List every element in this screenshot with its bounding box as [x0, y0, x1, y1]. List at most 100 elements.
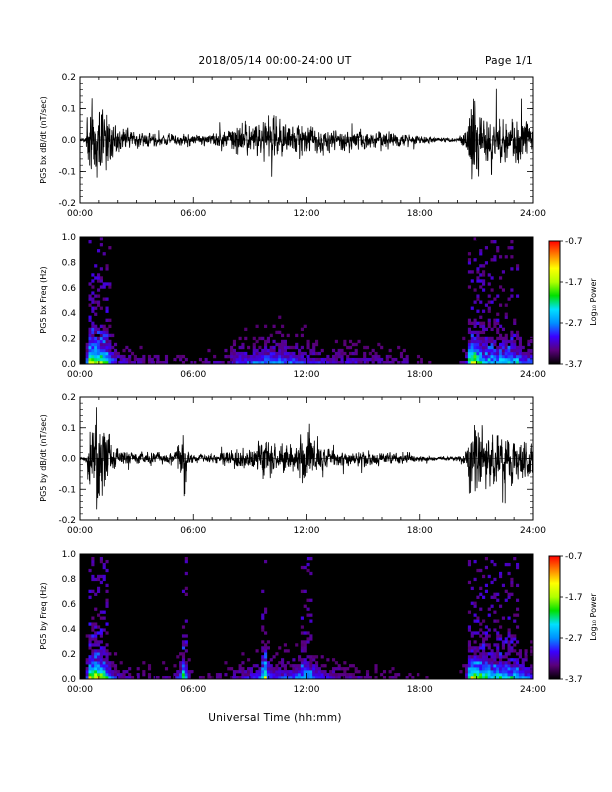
by-spectrogram-cell	[501, 676, 505, 680]
by-spectrogram-cell	[465, 664, 469, 668]
bx-spectrogram-cell	[470, 333, 474, 338]
bx-spectrogram-cell	[128, 348, 132, 353]
by-spectrogram-cell	[94, 661, 98, 665]
by-spectrogram-cell	[507, 634, 511, 638]
by-spectrogram-cell	[470, 601, 474, 605]
by-spectrogram-cell	[309, 661, 313, 665]
by-spectrogram-cell	[303, 658, 307, 662]
bx-spectrogram-cell	[247, 345, 251, 350]
colorbar-tick-label: -2.7	[565, 634, 583, 644]
by-spectrogram-cell	[501, 646, 505, 650]
bx-spectrogram-cell	[496, 330, 500, 335]
by-spectrogram-cell	[91, 652, 95, 656]
bx-spectrogram-cell	[487, 309, 491, 313]
by-spectrogram-cell	[94, 625, 98, 629]
bx-spectrogram-cell	[108, 324, 112, 329]
by-spectrogram-cell	[479, 652, 483, 656]
bx-spectrogram-cell	[476, 357, 480, 362]
bx-spectrogram-cell	[184, 357, 188, 362]
bx-spectrogram-cell	[289, 351, 293, 356]
by-spectrogram-cell	[490, 559, 494, 564]
bx-spectrogram-cell	[482, 330, 486, 335]
by-spectrogram-cell	[507, 667, 511, 671]
by-spectrogram-cell	[300, 667, 304, 671]
bx-spectrogram-cell	[490, 276, 494, 280]
bx-spectrogram-cell	[125, 345, 129, 350]
bx-spectrogram-cell	[513, 357, 517, 362]
bx-spectrogram-cell	[85, 360, 89, 365]
by-spectrogram-cell	[513, 613, 517, 617]
bx-spectrogram-cell	[102, 357, 106, 362]
by-spectrogram-cell	[473, 649, 477, 653]
by-spectrogram-cell	[162, 676, 166, 680]
bx-spectrogram-cell	[516, 267, 520, 271]
colorbar-by-label: Log₁₀ Power	[589, 593, 598, 641]
by-spectrogram-cell	[244, 670, 248, 674]
bx-spectrogram-cell	[286, 351, 290, 356]
bx-spectrogram-cell	[309, 348, 313, 353]
by-spectrogram-cell	[88, 673, 92, 677]
by-spectrogram-cell	[266, 670, 270, 674]
by-spectrogram-cell	[295, 664, 299, 668]
by-spectrogram-cell	[99, 556, 103, 561]
by-spectrogram-cell	[238, 664, 242, 668]
bx-spectrogram-cell	[510, 255, 514, 259]
by-spectrogram-cell	[181, 658, 186, 662]
page-label: Page 1/1	[485, 55, 533, 67]
bx-spectrogram-cell	[255, 339, 259, 344]
bx-spectrogram-cell	[501, 336, 505, 341]
by-spectrogram-cell	[119, 661, 123, 665]
by-spectrogram-cell	[388, 676, 392, 680]
by-spectrogram-cell	[241, 667, 245, 671]
by-spectrogram-cell	[102, 565, 106, 570]
by-spectrogram-cell	[264, 664, 268, 668]
by-spectrogram-cell	[266, 646, 270, 650]
by-spectrogram-cell	[314, 676, 319, 680]
bx-spectrogram-cell	[88, 282, 92, 286]
bx-spectrogram-cell	[530, 357, 534, 362]
by-spectrogram-cell	[487, 652, 491, 656]
bx-spectrogram-cell	[320, 348, 324, 353]
by-spectrogram-cell	[343, 670, 347, 674]
bx-spectrogram-cell	[416, 360, 421, 365]
by-spectrogram-cell	[516, 613, 520, 617]
by-spectrogram-cell	[513, 676, 517, 680]
bx-spectrogram-cell	[258, 354, 262, 359]
by-spectrogram-cell	[482, 676, 486, 680]
by-spectrogram-cell	[99, 658, 103, 662]
bx-spectrogram-x-tick-label: 18:00	[407, 370, 433, 380]
by-spectrogram-cell	[142, 670, 146, 674]
bx-spectrogram-cell	[479, 357, 483, 362]
bx-spectrogram-cell	[493, 240, 497, 244]
bx-spectrogram-cell	[473, 351, 477, 356]
bx-spectrogram-cell	[504, 345, 508, 350]
bx-spectrogram-cell	[518, 348, 522, 353]
by-spectrogram-cell	[241, 652, 245, 656]
bx-spectrogram-cell	[289, 357, 293, 362]
bx-spectrogram-cell	[374, 357, 378, 362]
by-spectrogram-cell	[264, 673, 268, 677]
bx-spectrogram-cell	[181, 360, 186, 365]
by-spectrogram-cell	[490, 649, 494, 653]
bx-spectrogram-cell	[91, 306, 95, 310]
bx-spectrogram-cell	[99, 357, 103, 362]
bx-spectrogram-cell	[88, 330, 92, 335]
by-spectrogram-cell	[510, 646, 514, 650]
bx-spectrogram-cell	[473, 348, 477, 353]
by-spectrogram-cell	[521, 658, 525, 662]
bx-spectrogram-cell	[88, 327, 92, 332]
bx-spectrogram-cell	[527, 360, 531, 365]
by-spectrogram-cell	[91, 562, 95, 567]
by-spectrogram-cell	[128, 667, 132, 671]
by-spectrogram-cell	[181, 640, 186, 644]
by-spectrogram-cell	[235, 676, 239, 680]
by-spectrogram-cell	[331, 673, 336, 677]
by-spectrogram-cell	[306, 670, 310, 674]
by-spectrogram-cell	[510, 634, 514, 638]
by-spectrogram-cell	[283, 643, 287, 647]
by-spectrogram-cell	[99, 610, 103, 614]
by-spectrogram-cell	[88, 658, 92, 662]
bx-spectrogram-cell	[493, 318, 497, 322]
bx-spectrogram-cell	[504, 342, 508, 347]
by-spectrogram-cell	[91, 649, 95, 653]
